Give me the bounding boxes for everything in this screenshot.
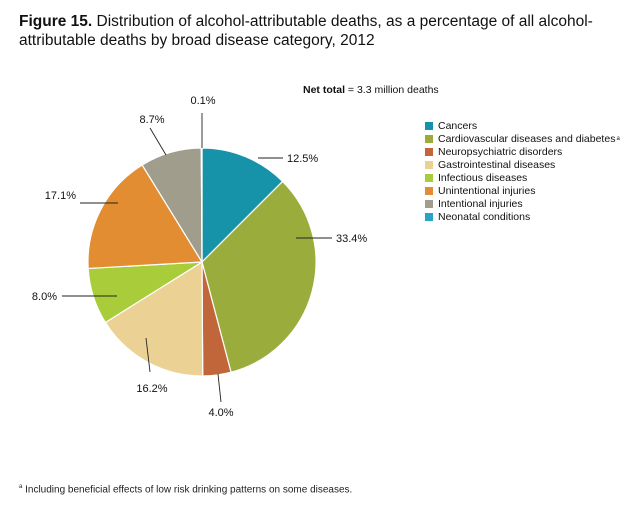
data-label: 4.0% [208, 407, 233, 419]
leader-line [145, 337, 151, 373]
footnote-marker: a [19, 484, 23, 490]
legend-label: Infectious diseases [438, 171, 528, 184]
legend: Cancers Cardiovascular diseases and diabe… [425, 119, 620, 223]
pie-slice-neonatal-conditions [200, 147, 203, 263]
legend-label: Intentional injuries [438, 197, 523, 210]
legend-item: Cardiovascular diseases and diabetes a [425, 132, 620, 145]
legend-item: Unintentional injuries [425, 184, 620, 197]
legend-label: Cancers [438, 119, 478, 132]
pie-slices [87, 147, 317, 377]
legend-label: Unintentional injuries [438, 184, 536, 197]
legend-item: Intentional injuries [425, 197, 620, 210]
legend-item: Gastrointestinal diseases [425, 158, 620, 171]
leader-line [149, 127, 167, 156]
pie-slice-gastrointestinal-diseases [104, 260, 204, 377]
data-label: 8.7% [139, 114, 164, 126]
legend-label: Gastrointestinal diseases [438, 158, 556, 171]
legend-swatch [425, 134, 433, 143]
data-label: 12.5% [287, 153, 318, 165]
legend-item: Neuropsychiatric disorders [425, 145, 620, 158]
legend-swatch [425, 121, 433, 130]
data-label: 8.0% [32, 291, 57, 303]
chart-title: Figure 15. Distribution of alcohol-attri… [19, 12, 629, 50]
footnote-text: Including beneficial effects of low risk… [25, 484, 353, 496]
legend-label: Cardiovascular diseases and diabetes [438, 132, 616, 145]
legend-item: Cancers [425, 119, 620, 132]
net-total-label: Net total [303, 84, 345, 96]
data-label: 33.4% [336, 233, 367, 245]
legend-swatch [425, 199, 433, 208]
leader-line [217, 373, 222, 403]
footnote: a Including beneficial effects of low ri… [19, 484, 352, 495]
legend-swatch [425, 173, 433, 182]
legend-swatch [425, 160, 433, 169]
net-total-value: = 3.3 million deaths [347, 84, 439, 96]
figure-title: Distribution of alcohol-attributable dea… [19, 13, 593, 49]
data-label: 16.2% [136, 383, 167, 395]
pie-slice-unintentional-injuries [87, 164, 204, 270]
pie-slice-cancers [201, 147, 284, 264]
legend-label: Neonatal conditions [438, 210, 531, 223]
legend-swatch [425, 147, 433, 156]
data-label: 0.1% [190, 95, 215, 107]
pie-slice-cardiovascular-diseases-and-diabetes [201, 180, 317, 373]
figure-label: Figure 15. [19, 13, 93, 30]
data-label: 17.1% [45, 190, 76, 202]
legend-label: Neuropsychiatric disorders [438, 145, 563, 158]
data-labels: 12.5% 33.4% 4.0% 16.2% 8.0% 17.1% 8.7% 0.1% [32, 95, 367, 419]
legend-swatch [425, 186, 433, 195]
legend-item: Neonatal conditions [425, 210, 620, 223]
legend-footnote-marker: a [616, 135, 620, 142]
legend-item: Infectious diseases [425, 171, 620, 184]
legend-swatch [425, 212, 433, 221]
net-total: Net total = 3.3 million deaths [303, 84, 439, 96]
leader-lines [62, 113, 332, 403]
